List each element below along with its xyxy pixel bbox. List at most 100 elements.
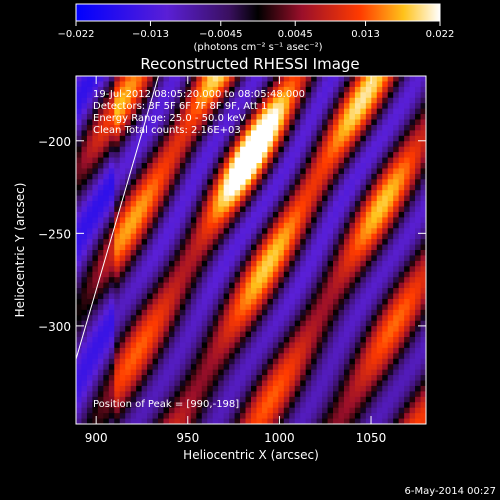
heatmap-cell	[201, 163, 208, 170]
heatmap-cell	[305, 119, 312, 126]
heatmap-cell	[267, 76, 274, 83]
heatmap-cell	[212, 337, 219, 344]
heatmap-cell	[316, 418, 323, 424]
heatmap-cell	[207, 380, 214, 387]
heatmap-cell	[404, 315, 411, 322]
heatmap-cell	[283, 190, 290, 197]
heatmap-cell	[218, 260, 225, 267]
heatmap-cell	[223, 288, 230, 295]
heatmap-cell	[360, 353, 367, 360]
heatmap-cell	[147, 157, 154, 164]
heatmap-cell	[354, 157, 361, 164]
heatmap-cell	[387, 304, 394, 311]
heatmap-cell	[409, 418, 416, 424]
heatmap-cell	[398, 309, 405, 316]
heatmap-cell	[278, 277, 285, 284]
heatmap-cell	[322, 255, 329, 262]
heatmap-cell	[349, 222, 356, 229]
heatmap-cell	[136, 97, 143, 104]
heatmap-cell	[398, 298, 405, 305]
heatmap-cell	[360, 103, 367, 110]
heatmap-cell	[179, 152, 186, 159]
heatmap-cell	[365, 304, 372, 311]
heatmap-cell	[114, 309, 121, 316]
heatmap-cell	[376, 81, 383, 88]
heatmap-cell	[212, 233, 219, 240]
heatmap-cell	[327, 114, 334, 121]
heatmap-cell	[136, 385, 143, 392]
heatmap-cell	[174, 375, 181, 382]
heatmap-cell	[207, 277, 214, 284]
heatmap-cell	[261, 342, 269, 349]
heatmap-cell	[415, 326, 422, 333]
heatmap-cell	[97, 168, 104, 175]
heatmap-cell	[376, 342, 383, 349]
heatmap-cell	[294, 413, 301, 420]
heatmap-cell	[267, 315, 274, 322]
heatmap-cell	[234, 369, 241, 376]
heatmap-cell	[272, 146, 279, 153]
heatmap-cell	[365, 255, 372, 262]
heatmap-cell	[338, 260, 345, 267]
heatmap-cell	[387, 92, 394, 99]
heatmap-cell	[163, 266, 170, 273]
heatmap-cell	[245, 163, 252, 170]
x-tick-label: 900	[85, 431, 108, 445]
heatmap-cell	[81, 103, 88, 110]
heatmap-cell	[382, 407, 389, 414]
heatmap-cell	[387, 375, 394, 382]
heatmap-cell	[278, 315, 285, 322]
heatmap-cell	[256, 152, 263, 159]
heatmap-cell	[305, 260, 312, 267]
heatmap-cell	[179, 298, 186, 305]
heatmap-cell	[174, 114, 181, 121]
heatmap-cell	[294, 141, 301, 148]
heatmap-cell	[311, 190, 318, 197]
heatmap-cell	[311, 347, 318, 354]
heatmap-cell	[343, 418, 351, 424]
heatmap-cell	[261, 141, 269, 148]
heatmap-cell	[300, 298, 307, 305]
heatmap-cell	[97, 282, 104, 289]
heatmap-cell	[76, 228, 83, 235]
heatmap-cell	[261, 418, 269, 424]
heatmap-cell	[92, 146, 99, 153]
heatmap-cell	[398, 320, 405, 327]
heatmap-cell	[185, 304, 192, 311]
heatmap-cell	[97, 76, 104, 83]
heatmap-cell	[179, 277, 186, 284]
heatmap-cell	[376, 173, 383, 180]
heatmap-cell	[382, 146, 389, 153]
heatmap-cell	[382, 97, 389, 104]
heatmap-cell	[92, 402, 99, 409]
heatmap-cell	[81, 315, 88, 322]
heatmap-cell	[316, 222, 323, 229]
heatmap-cell	[327, 337, 334, 344]
heatmap-cell	[218, 206, 225, 213]
heatmap-cell	[305, 130, 312, 137]
heatmap-cell	[152, 255, 159, 262]
heatmap-cell	[223, 173, 230, 180]
heatmap-cell	[196, 173, 203, 180]
heatmap-cell	[333, 342, 340, 349]
heatmap-cell	[196, 114, 203, 121]
heatmap-cell	[371, 396, 378, 403]
heatmap-cell	[136, 146, 143, 153]
heatmap-cell	[207, 76, 214, 83]
heatmap-cell	[278, 195, 285, 202]
heatmap-cell	[343, 320, 351, 327]
heatmap-cell	[305, 179, 312, 186]
heatmap-cell	[289, 358, 296, 365]
heatmap-cell	[300, 418, 307, 424]
heatmap-cell	[398, 119, 405, 126]
heatmap-cell	[272, 233, 279, 240]
heatmap-cell	[387, 271, 394, 278]
heatmap-cell	[365, 114, 372, 121]
heatmap-cell	[387, 168, 394, 175]
heatmap-cell	[316, 304, 323, 311]
heatmap-cell	[398, 206, 405, 213]
heatmap-cell	[376, 298, 383, 305]
heatmap-cell	[108, 369, 115, 376]
heatmap-cell	[86, 288, 94, 295]
